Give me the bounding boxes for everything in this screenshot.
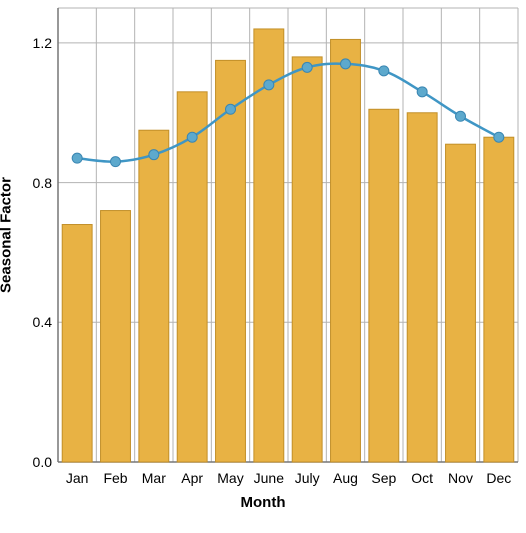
x-tick-label: May (217, 470, 243, 486)
x-tick-label: Oct (411, 470, 433, 486)
y-tick-label: 1.2 (26, 35, 52, 51)
x-tick-label: Mar (142, 470, 166, 486)
y-axis-label: Seasonal Factor (0, 177, 15, 293)
x-tick-label: Apr (181, 470, 203, 486)
x-tick-label: Jan (66, 470, 89, 486)
y-tick-label: 0.8 (26, 175, 52, 191)
y-tick-label: 0.0 (26, 454, 52, 470)
x-tick-label: Sep (371, 470, 396, 486)
y-tick-label: 0.4 (26, 314, 52, 330)
x-tick-label: Dec (486, 470, 511, 486)
x-axis-label: Month (0, 494, 526, 511)
x-tick-label: July (295, 470, 320, 486)
x-tick-label: June (254, 470, 284, 486)
x-tick-label: Feb (103, 470, 127, 486)
x-tick-label: Aug (333, 470, 358, 486)
x-tick-label: Nov (448, 470, 473, 486)
seasonal-factor-chart: Seasonal Factor Month 0.0 0.4 0.8 1.2 Ja… (0, 0, 526, 528)
chart-svg (0, 0, 526, 528)
